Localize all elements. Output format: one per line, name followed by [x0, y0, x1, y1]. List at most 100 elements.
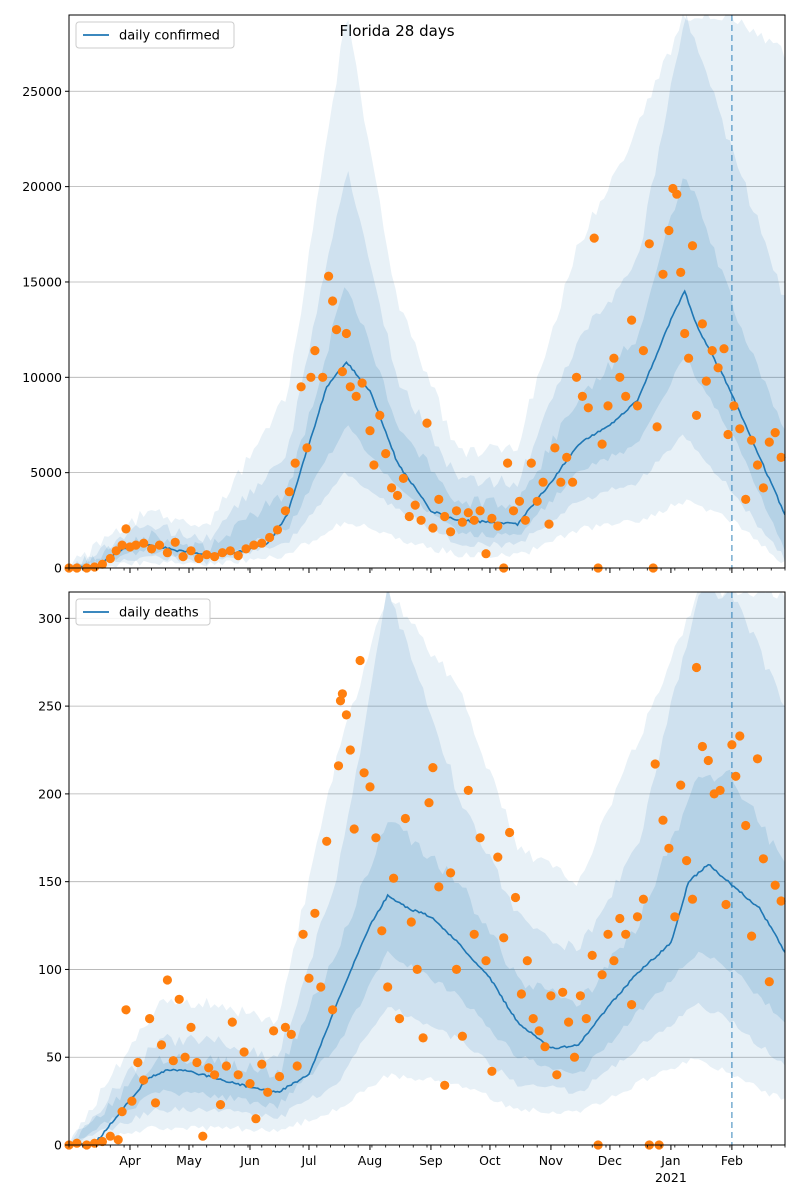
- observed-point: [265, 532, 275, 543]
- x-tick-label: Sep: [419, 1153, 443, 1168]
- legend-label: daily deaths: [119, 606, 199, 621]
- observed-point: [603, 401, 613, 411]
- observed-point: [664, 225, 674, 236]
- observed-point: [520, 515, 531, 525]
- observed-point: [770, 880, 780, 890]
- observed-point: [233, 1070, 243, 1080]
- observed-point: [241, 544, 251, 554]
- deaths-panel: 0 50 100 150 200 250 300 Apr May Jun Jul Aug Sep Oct N…: [38, 591, 786, 1185]
- observed-point: [644, 239, 654, 249]
- observed-point: [139, 538, 149, 548]
- observed-point: [446, 527, 456, 537]
- observed-point: [324, 271, 334, 281]
- observed-point: [621, 929, 631, 939]
- x-tick-label: Apr: [119, 1153, 141, 1168]
- observed-point: [658, 269, 668, 279]
- observed-point: [493, 852, 503, 862]
- observed-point: [331, 325, 342, 335]
- observed-point: [416, 515, 426, 525]
- observed-point: [776, 452, 786, 462]
- y-tick-label: 15000: [22, 274, 62, 289]
- observed-point: [269, 1026, 279, 1036]
- observed-point: [581, 1014, 591, 1024]
- observed-point: [341, 328, 351, 339]
- observed-point: [457, 517, 467, 527]
- observed-point: [316, 982, 326, 992]
- observed-point: [752, 460, 763, 470]
- observed-point: [424, 798, 434, 808]
- observed-point: [170, 537, 180, 547]
- y-tick-label: 200: [38, 786, 62, 801]
- observed-point: [564, 1017, 574, 1027]
- observed-point: [546, 991, 556, 1001]
- observed-point: [516, 989, 527, 999]
- observed-point: [440, 511, 450, 522]
- observed-point: [168, 1056, 178, 1066]
- observed-point: [257, 538, 267, 548]
- observed-point: [210, 1070, 220, 1080]
- y-tick-label: 0: [54, 561, 62, 576]
- observed-point: [335, 696, 346, 706]
- observed-point: [510, 892, 521, 903]
- observed-point: [609, 353, 619, 363]
- observed-point: [412, 964, 422, 975]
- observed-point: [534, 1026, 544, 1036]
- observed-point: [764, 437, 774, 447]
- uncertainty-band: [69, 15, 785, 568]
- observed-point: [697, 319, 708, 329]
- observed-point: [747, 931, 757, 941]
- x-tick-label: Aug: [358, 1153, 382, 1168]
- observed-point: [475, 506, 485, 516]
- observed-point: [434, 882, 444, 892]
- observed-point: [658, 815, 668, 825]
- observed-point: [627, 315, 637, 325]
- observed-point: [178, 552, 188, 562]
- observed-point: [526, 458, 536, 468]
- chart-title: Florida 28 days: [339, 22, 454, 40]
- observed-point: [217, 548, 227, 558]
- observed-point: [357, 378, 367, 388]
- observed-point: [90, 1138, 100, 1148]
- observed-point: [684, 353, 694, 363]
- observed-point: [365, 426, 375, 436]
- observed-point: [139, 1075, 149, 1085]
- observed-point: [615, 372, 625, 382]
- observed-point: [713, 363, 723, 373]
- observed-point: [571, 372, 582, 382]
- observed-point: [121, 1005, 131, 1015]
- observed-point: [451, 506, 462, 516]
- observed-point: [664, 843, 674, 853]
- observed-point: [428, 763, 438, 773]
- observed-point: [221, 1061, 231, 1071]
- observed-point: [318, 372, 328, 382]
- observed-point: [369, 460, 379, 470]
- x-tick-label: May: [176, 1153, 202, 1168]
- observed-point: [239, 1047, 249, 1057]
- observed-point: [286, 1029, 296, 1039]
- y-tick-label: 250: [38, 699, 62, 714]
- observed-point: [758, 854, 769, 864]
- x-tick-label: Jul: [300, 1153, 316, 1168]
- observed-point: [558, 987, 568, 997]
- observed-point: [341, 710, 351, 720]
- observed-point: [481, 549, 491, 559]
- legend: daily deaths: [75, 598, 211, 626]
- observed-point: [721, 899, 731, 910]
- observed-point: [691, 662, 702, 673]
- observed-point: [632, 401, 643, 411]
- observed-point: [652, 422, 662, 432]
- confirmed-panel: 0 5000 10000 15000 20000 25000 daily confirmed: [22, 14, 786, 576]
- uncertainty-band: [69, 592, 785, 1145]
- x-tick-label: Dec: [598, 1153, 622, 1168]
- y-tick-label: 150: [38, 874, 62, 889]
- observed-point: [508, 506, 519, 516]
- observed-point: [249, 540, 259, 550]
- observed-point: [359, 768, 369, 778]
- observed-point: [735, 424, 745, 434]
- observed-point: [272, 525, 283, 535]
- observed-point: [345, 382, 355, 392]
- observed-point: [701, 376, 711, 386]
- observed-point: [770, 428, 780, 438]
- observed-point: [333, 761, 344, 771]
- observed-point: [528, 1014, 538, 1024]
